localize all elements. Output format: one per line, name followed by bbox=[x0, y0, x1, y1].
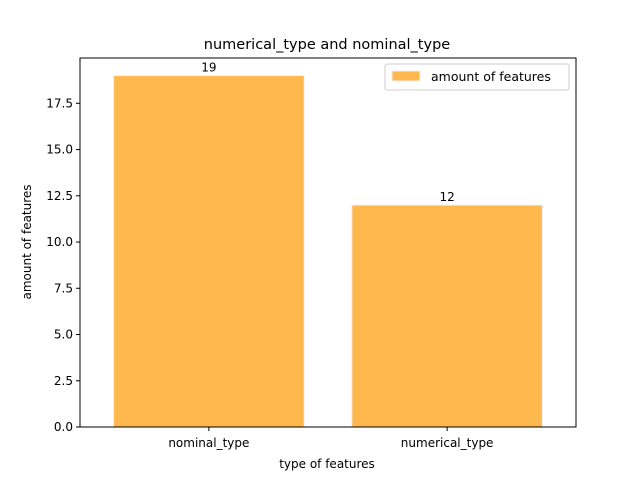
y-tick-label: 7.5 bbox=[54, 281, 73, 295]
y-tick-label: 10.0 bbox=[46, 235, 73, 249]
x-tick-label: nominal_type bbox=[168, 436, 249, 450]
data-label-numerical_type: 12 bbox=[439, 190, 454, 204]
legend-box bbox=[384, 63, 570, 91]
x-axis-label: type of features bbox=[279, 457, 375, 471]
legend-label: amount of features bbox=[431, 69, 551, 84]
x-axis: nominal_type numerical_type bbox=[168, 427, 493, 450]
chart-title: numerical_type and nominal_type bbox=[204, 37, 450, 53]
y-tick-label: 0.0 bbox=[54, 420, 73, 434]
y-tick-label: 15.0 bbox=[46, 143, 73, 157]
data-label-nominal_type: 19 bbox=[201, 61, 216, 75]
bars-group bbox=[113, 75, 543, 428]
x-tick-label: numerical_type bbox=[401, 436, 494, 450]
y-tick-label: 2.5 bbox=[54, 374, 73, 388]
bar-numerical_type bbox=[351, 204, 543, 428]
y-tick-label: 5.0 bbox=[54, 328, 73, 342]
y-axis: 0.0 2.5 5.0 7.5 10.0 12.5 15.0 17.5 bbox=[46, 96, 80, 434]
legend-swatch bbox=[391, 70, 421, 82]
y-tick-label: 12.5 bbox=[46, 189, 73, 203]
y-axis-label: amount of features bbox=[20, 184, 34, 299]
legend: amount of features bbox=[384, 63, 570, 91]
bar-nominal_type bbox=[113, 75, 305, 428]
y-tick-label: 17.5 bbox=[46, 96, 73, 110]
